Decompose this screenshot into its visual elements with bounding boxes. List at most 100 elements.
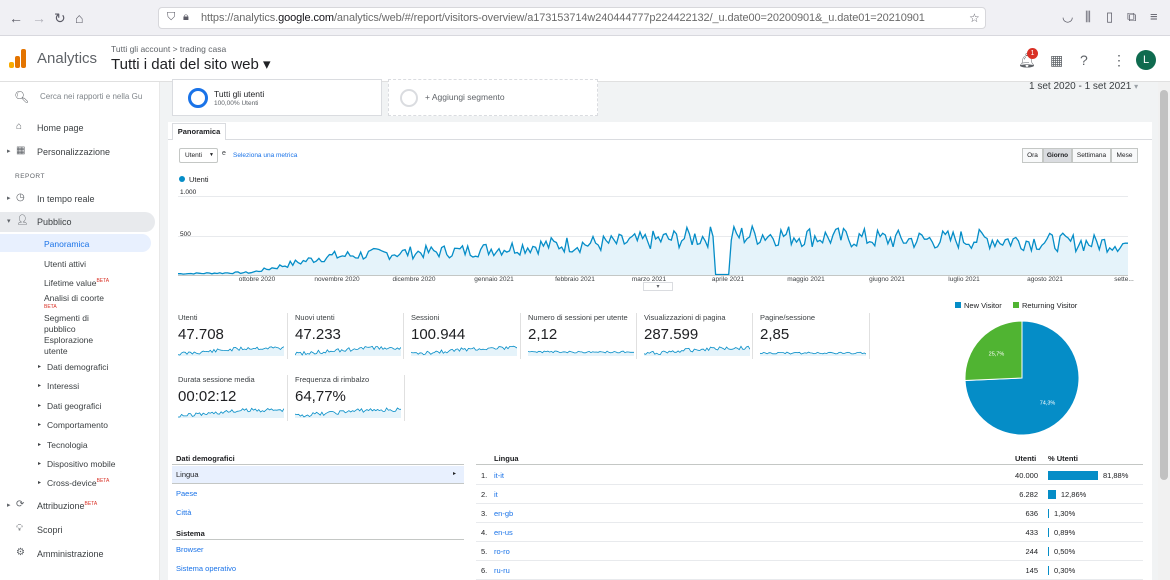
segment-all-users[interactable]: Tutti gli utenti 100,00% Utenti — [172, 79, 382, 116]
more-options-icon[interactable]: ⋮ — [1112, 52, 1126, 68]
sparkline — [644, 345, 750, 356]
empty-segment-icon — [400, 89, 418, 107]
sidebar-item-customization[interactable]: ▸ ▦ Personalizzazione — [7, 145, 111, 157]
table-row: 5. ro-ro 244 0,50% — [476, 542, 1143, 561]
period-day-button[interactable]: Giorno — [1043, 148, 1072, 163]
metric-dropdown[interactable]: Utenti ▼ — [179, 148, 218, 163]
page-scrollbar[interactable] — [1158, 82, 1170, 580]
sidebar-item-user-explorer[interactable]: Esplorazione utente — [44, 335, 94, 356]
metric-card[interactable]: Frequenza di rimbalzo 64,77% — [295, 375, 405, 427]
menu-icon[interactable]: ≡ — [1150, 9, 1158, 24]
metric-card[interactable]: Nuovi utenti 47.233 — [295, 313, 405, 365]
sidebar-item-cross-device[interactable]: ▸ Cross-deviceBETA — [38, 478, 110, 488]
percent-bar — [1048, 547, 1049, 556]
demographics-item-country[interactable]: Paese — [176, 489, 198, 498]
system-item-browser[interactable]: Browser — [176, 545, 204, 554]
bookmark-star-icon[interactable]: ☆ — [969, 11, 980, 25]
legend-new-visitor: New Visitor — [955, 301, 1002, 310]
card-divider — [287, 313, 288, 359]
metric-card[interactable]: Utenti 47.708 — [178, 313, 288, 365]
home-icon[interactable]: ⌂ — [75, 10, 84, 26]
chevron-down-icon: ▼ — [209, 152, 214, 158]
select-metric-link[interactable]: Seleziona una metrica — [233, 152, 298, 159]
tab-overview[interactable]: Panoramica — [172, 123, 226, 140]
metric-card[interactable]: Durata sessione media 00:02:12 — [178, 375, 288, 427]
legend-returning-visitor: Returning Visitor — [1013, 301, 1077, 310]
forward-icon[interactable]: → — [32, 10, 46, 26]
metric-card[interactable]: Visualizzazioni di pagina 287.599 — [644, 313, 754, 365]
card-divider — [287, 375, 288, 421]
search-icon[interactable]: 🔍︎ — [14, 90, 30, 104]
analytics-header: Analytics Tutti gli account > trading ca… — [0, 36, 1170, 82]
language-link[interactable]: it — [494, 490, 498, 499]
language-link[interactable]: it-it — [494, 471, 504, 480]
metric-label: Sessioni — [411, 313, 440, 322]
card-divider — [869, 313, 870, 359]
view-selector[interactable]: Tutti i dati del sito web ▾ — [111, 56, 271, 73]
sidebar-item-demographics[interactable]: ▸ Dati demografici — [38, 362, 109, 372]
sidebar-item-mobile[interactable]: ▸ Dispositivo mobile — [38, 459, 116, 469]
users-line-chart — [178, 196, 1128, 276]
period-hour-button[interactable]: Ora — [1022, 148, 1043, 163]
percent-value: 0,30% — [1054, 566, 1076, 575]
language-link[interactable]: en-gb — [494, 509, 514, 518]
sidebar-item-behavior[interactable]: ▸ Comportamento — [38, 420, 108, 430]
x-tick-label: maggio 2021 — [787, 276, 825, 283]
percent-value: 81,88% — [1102, 471, 1129, 480]
sidebar-item-discover[interactable]: 💡︎ Scopri — [16, 523, 63, 535]
library-icon[interactable]: ⫼ — [1085, 9, 1091, 24]
sparkline — [760, 351, 866, 356]
metric-card[interactable]: Sessioni 100.944 — [411, 313, 521, 365]
sidebar-item-realtime[interactable]: ▸ ◷ In tempo reale — [7, 192, 95, 204]
reload-icon[interactable]: ↻ — [54, 10, 66, 26]
period-month-button[interactable]: Mese — [1111, 148, 1138, 163]
sidebar-toggle-icon[interactable]: ▯ — [1106, 9, 1114, 24]
language-link[interactable]: ru-ru — [494, 566, 510, 575]
period-week-button[interactable]: Settimana — [1072, 148, 1111, 163]
avatar[interactable]: L — [1136, 50, 1156, 70]
notification-badge: 1 — [1027, 48, 1038, 59]
system-item-os[interactable]: Sistema operativo — [176, 564, 237, 573]
search-input[interactable]: Cerca nei rapporti e nella Gu — [40, 92, 143, 101]
back-icon[interactable]: ← — [9, 10, 23, 26]
language-link[interactable]: ro-ro — [494, 547, 510, 556]
x-tick-label: luglio 2021 — [948, 276, 980, 283]
row-number: 1. — [481, 471, 488, 480]
x-tick-label: aprile 2021 — [711, 276, 745, 283]
add-segment-button[interactable]: + Aggiungi segmento — [388, 79, 598, 116]
sidebar-item-admin[interactable]: ⚙ Amministrazione — [16, 547, 104, 559]
metric-label: Numero di sessioni per utente — [528, 313, 628, 322]
sidebar-item-home[interactable]: ⌂ Home page — [16, 121, 84, 133]
lock-icon[interactable]: 🔒︎ — [183, 11, 189, 23]
metric-value: 47.233 — [295, 326, 341, 343]
help-icon[interactable]: ? — [1080, 52, 1088, 68]
home-nav-icon: ⌂ — [16, 121, 23, 132]
demographics-item-city[interactable]: Città — [176, 508, 192, 517]
sidebar-item-audience[interactable]: ▾ 👤︎ Pubblico — [0, 212, 155, 232]
demographics-header: Dati demografici — [176, 454, 235, 463]
sidebar-item-audiences[interactable]: Segmenti di pubblico — [44, 313, 89, 334]
apps-grid-icon[interactable]: ▦ — [1050, 52, 1064, 68]
sidebar-item-cohort[interactable]: Analisi di coorte BETA — [44, 293, 105, 311]
address-bar[interactable]: ⛉ 🔒︎ https://analytics.google.com/analyt… — [158, 7, 986, 29]
extensions-icon[interactable]: ⧉ — [1127, 9, 1137, 24]
sidebar-item-interests[interactable]: ▸ Interessi — [38, 381, 80, 391]
metric-card[interactable]: Pagine/sessione 2,85 — [760, 313, 870, 365]
account-breadcrumb[interactable]: Tutti gli account > trading casa — [111, 44, 227, 54]
sidebar-item-overview[interactable]: Panoramica — [44, 239, 90, 249]
sidebar-item-active-users[interactable]: Utenti attivi — [44, 259, 87, 269]
users-value: 145 — [1025, 566, 1038, 575]
sidebar-item-technology[interactable]: ▸ Tecnologia — [38, 440, 88, 450]
date-range-picker[interactable]: 1 set 2020 - 1 set 2021 ▾ — [1029, 81, 1139, 92]
sidebar-item-attribution[interactable]: ▸ ⟳ AttribuzioneBETA — [7, 499, 98, 511]
pocket-icon[interactable]: ◡ — [1062, 9, 1074, 24]
metric-label: Utenti — [178, 313, 198, 322]
sidebar-item-geo[interactable]: ▸ Dati geografici — [38, 401, 102, 411]
language-link[interactable]: en-us — [494, 528, 513, 537]
metric-card[interactable]: Numero di sessioni per utente 2,12 — [528, 313, 638, 365]
chart-collapse-handle[interactable]: ▾ — [643, 282, 673, 291]
pie-slice-label: 25,7% — [989, 352, 1005, 358]
shield-icon[interactable]: ⛉ — [167, 11, 176, 23]
sidebar-item-lifetime-value[interactable]: Lifetime valueBETA — [44, 278, 110, 288]
demographics-item-language[interactable]: Lingua ▸ — [172, 466, 464, 484]
